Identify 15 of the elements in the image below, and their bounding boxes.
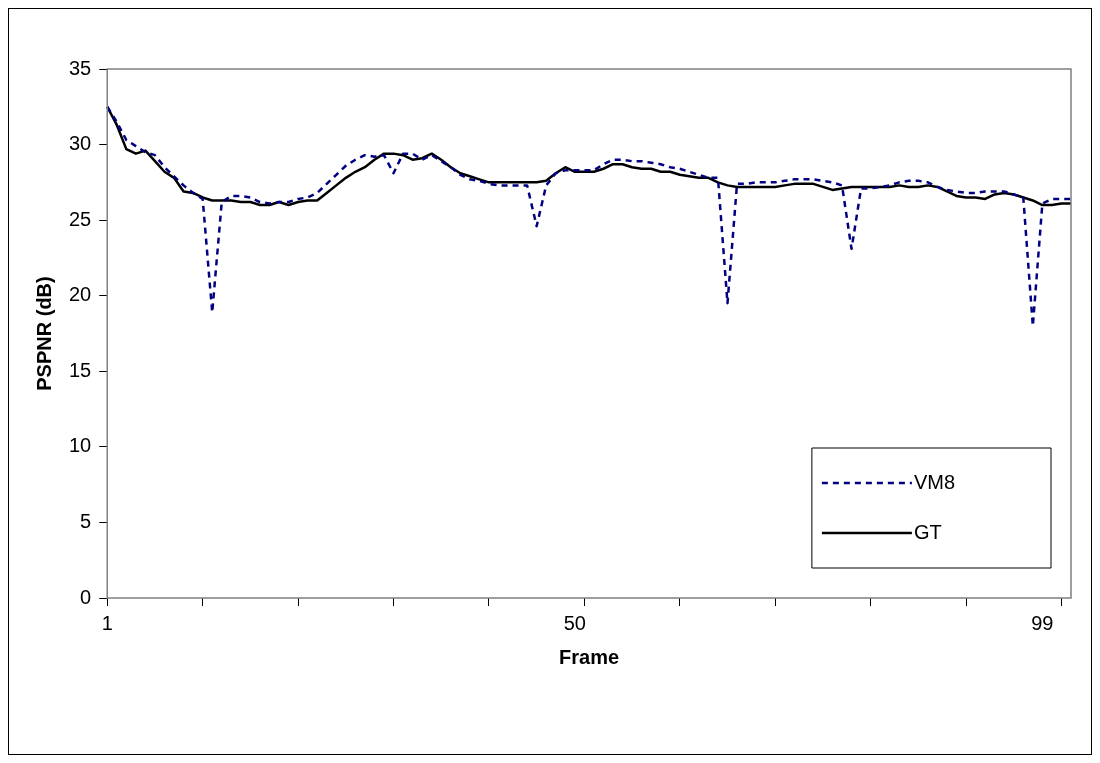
y-tick-label: 0 xyxy=(80,585,92,608)
y-tick-label: 10 xyxy=(69,434,92,457)
x-tick-label: 1 xyxy=(101,611,113,634)
y-tick-label: 30 xyxy=(69,132,92,155)
x-axis-title: Frame xyxy=(559,645,620,668)
y-tick-label: 25 xyxy=(69,207,92,230)
y-tick-label: 20 xyxy=(69,283,92,306)
x-tick-label: 50 xyxy=(563,611,586,634)
y-tick-label: 15 xyxy=(69,358,92,381)
y-tick-label: 5 xyxy=(80,509,92,532)
y-axis-title: PSPNR (dB) xyxy=(32,276,55,391)
x-tick-label: 99 xyxy=(1031,611,1054,634)
legend-label: GT xyxy=(913,520,942,543)
legend-label: VM8 xyxy=(913,470,955,493)
y-tick-label: 35 xyxy=(69,56,92,79)
